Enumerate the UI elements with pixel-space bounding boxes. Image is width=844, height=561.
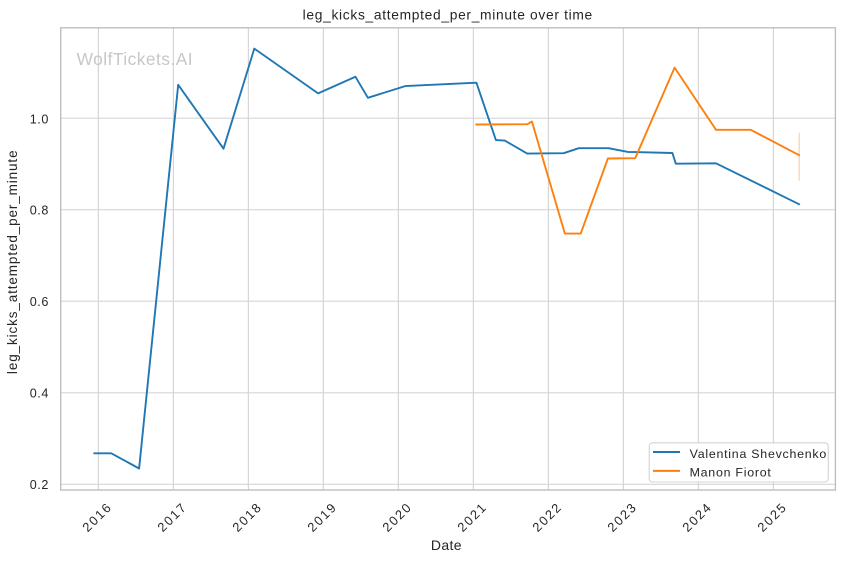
svg-text:2016: 2016 bbox=[79, 499, 115, 535]
svg-text:2020: 2020 bbox=[379, 499, 415, 535]
svg-text:leg_kicks_attempted_per_minute: leg_kicks_attempted_per_minute bbox=[5, 150, 20, 375]
svg-text:Valentina Shevchenko: Valentina Shevchenko bbox=[690, 447, 827, 461]
svg-text:Date: Date bbox=[431, 537, 462, 553]
svg-text:2019: 2019 bbox=[304, 499, 340, 535]
svg-text:2024: 2024 bbox=[679, 499, 715, 535]
svg-text:Manon Fiorot: Manon Fiorot bbox=[690, 465, 772, 479]
svg-text:1.0: 1.0 bbox=[30, 112, 49, 126]
svg-text:2025: 2025 bbox=[754, 499, 790, 535]
svg-text:2022: 2022 bbox=[529, 499, 565, 535]
svg-text:2017: 2017 bbox=[154, 499, 190, 535]
svg-text:0.2: 0.2 bbox=[30, 478, 49, 492]
svg-text:0.6: 0.6 bbox=[30, 295, 49, 309]
svg-text:leg_kicks_attempted_per_minute: leg_kicks_attempted_per_minute over time bbox=[303, 8, 593, 23]
svg-text:2023: 2023 bbox=[604, 499, 640, 535]
svg-text:0.4: 0.4 bbox=[30, 387, 49, 401]
svg-text:2021: 2021 bbox=[454, 499, 490, 535]
svg-text:WolfTickets.AI: WolfTickets.AI bbox=[77, 49, 193, 69]
svg-text:0.8: 0.8 bbox=[30, 204, 49, 218]
svg-text:2018: 2018 bbox=[229, 499, 265, 535]
